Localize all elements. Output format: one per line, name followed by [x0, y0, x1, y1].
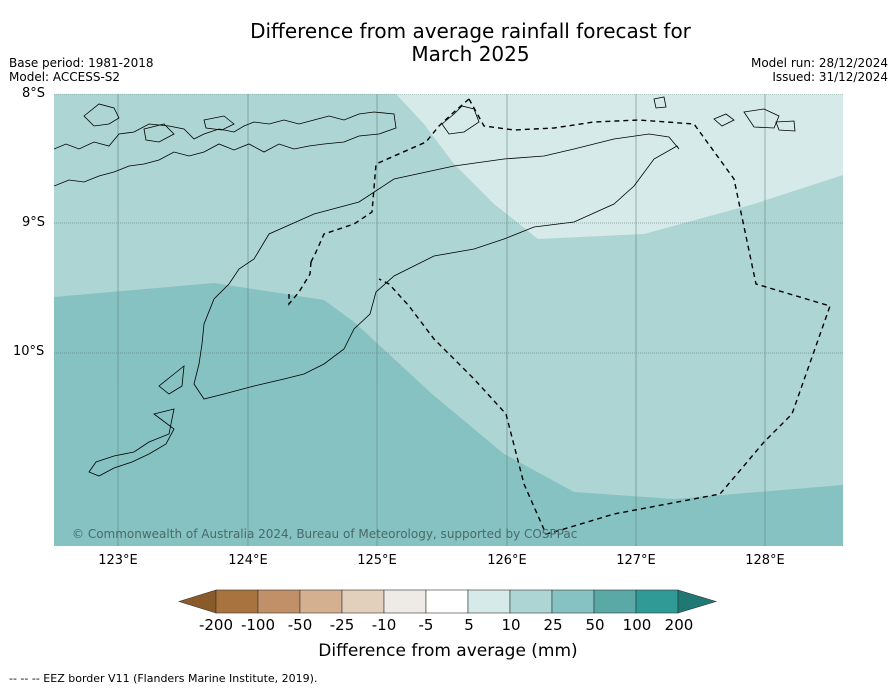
- colorbar-bin-m5_5: [425, 589, 469, 614]
- colorbar-bin-m100_m50: [257, 589, 301, 614]
- coast-island-2: [143, 123, 175, 143]
- zone-5-10: [396, 94, 843, 239]
- colorbar-bin-50_100: [593, 589, 637, 614]
- lon-label-126e: 126°E: [487, 553, 527, 568]
- chart-title: Difference from average rainfall forecas…: [0, 20, 896, 66]
- tick-label: 25: [543, 616, 563, 634]
- tick-label: 10: [501, 616, 521, 634]
- colorbar-bin-25_50: [551, 589, 595, 614]
- model-name: Model: ACCESS-S2: [9, 70, 121, 84]
- tick-label: -200: [198, 616, 234, 634]
- eez-border: [288, 98, 831, 535]
- coast-rote: [158, 365, 185, 395]
- colorbar: [178, 589, 718, 614]
- tick-label: 5: [464, 616, 474, 634]
- colorbar-bin-10_25: [509, 589, 553, 614]
- coast-savu: [88, 408, 175, 477]
- title-line-2: March 2025: [411, 42, 530, 66]
- tick-label: -10: [371, 616, 397, 634]
- colorbar-bin-m50_m25: [299, 589, 343, 614]
- meta-left: Base period: 1981-2018 Model: ACCESS-S2: [9, 56, 154, 84]
- colorbar-extend-high: [677, 589, 718, 614]
- tick-label: -50: [287, 616, 313, 634]
- zone-25-50: [54, 283, 843, 546]
- coastlines: [54, 96, 796, 477]
- tick-label: -5: [418, 616, 434, 634]
- tick-label: 100: [622, 616, 652, 634]
- legend-title: Difference from average (mm): [318, 641, 578, 661]
- tick-label: 200: [664, 616, 694, 634]
- lon-label-127e: 127°E: [616, 553, 656, 568]
- coast-island-3: [203, 115, 235, 131]
- tick-label: -25: [329, 616, 355, 634]
- meta-right: Model run: 28/12/2024 Issued: 31/12/2024: [751, 56, 888, 84]
- tick-label: -100: [240, 616, 276, 634]
- colorbar-bin-5_10: [467, 589, 511, 614]
- eez-note: -- -- -- EEZ border V11 (Flanders Marine…: [9, 672, 318, 685]
- coast-small-2: [713, 113, 735, 127]
- lon-label-124e: 124°E: [228, 553, 268, 568]
- title-line-1: Difference from average rainfall forecas…: [250, 19, 691, 43]
- colorbar-bin-m200_m100: [215, 589, 259, 614]
- base-period: Base period: 1981-2018: [9, 56, 154, 70]
- copyright-notice: © Commonwealth of Australia 2024, Bureau…: [72, 527, 578, 541]
- coast-island-1: [83, 103, 120, 127]
- rainfall-map: [54, 94, 843, 546]
- lon-label-125e: 125°E: [357, 553, 397, 568]
- lon-label-123e: 123°E: [98, 553, 138, 568]
- lon-label-128e: 128°E: [745, 553, 785, 568]
- lat-label-8s: 8°S: [22, 86, 46, 101]
- model-run: Model run: 28/12/2024: [750, 56, 888, 70]
- graticule: [54, 94, 843, 546]
- colorbar-extend-low: [178, 589, 217, 614]
- coast-small-4: [775, 120, 796, 132]
- coast-small-1: [653, 96, 667, 109]
- coast-timor: [193, 133, 680, 400]
- colorbar-bin-m25_m10: [341, 589, 385, 614]
- colorbar-bin-m10_m5: [383, 589, 427, 614]
- colorbar-bin-100_200: [635, 589, 679, 614]
- lat-label-9s: 9°S: [22, 215, 46, 230]
- lat-label-10s: 10°S: [13, 344, 45, 359]
- tick-label: 50: [585, 616, 605, 634]
- issued-date: Issued: 31/12/2024: [772, 70, 888, 84]
- coast-wetar: [441, 105, 480, 135]
